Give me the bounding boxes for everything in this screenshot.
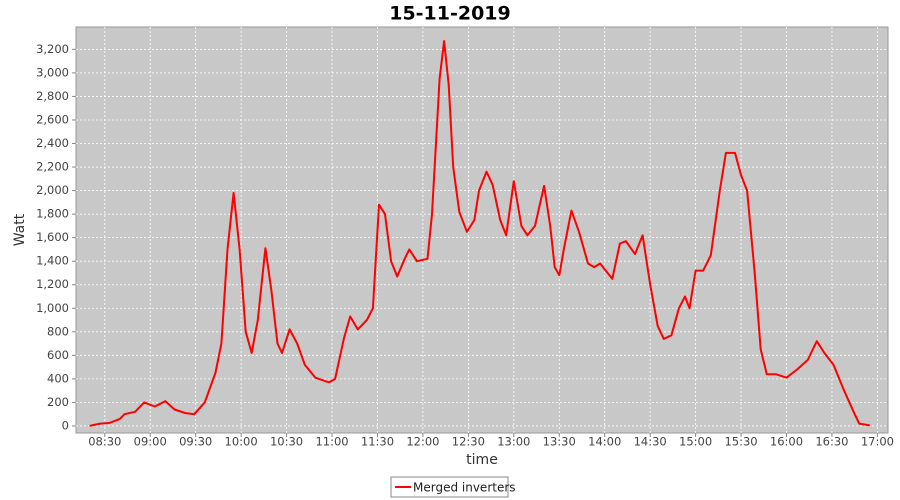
x-tick-label: 13:00 [497, 435, 530, 449]
x-tick-label: 08:30 [88, 435, 121, 449]
y-axis-label: Watt [12, 213, 28, 246]
y-tick-label: 2,000 [36, 183, 69, 197]
x-tick-label: 12:30 [452, 435, 485, 449]
x-tick-label: 15:00 [679, 435, 712, 449]
y-tick-label: 1,000 [36, 301, 69, 315]
x-tick-label: 09:30 [179, 435, 212, 449]
x-tick-label: 14:30 [634, 435, 667, 449]
x-tick-label: 14:00 [588, 435, 621, 449]
legend-box [390, 476, 509, 498]
x-tick-label: 10:00 [225, 435, 258, 449]
y-tick-label: 2,600 [36, 112, 69, 126]
y-tick-label: 400 [47, 371, 69, 385]
x-tick-label: 11:00 [315, 435, 348, 449]
data-line [89, 40, 870, 427]
y-tick-label: 1,800 [36, 207, 69, 221]
y-tick-label: 3,000 [36, 65, 69, 79]
chart-title: 15-11-2019 [389, 3, 511, 25]
x-tick-label: 10:30 [270, 435, 303, 449]
x-tick-label: 09:00 [134, 435, 167, 449]
y-tick-label: 1,600 [36, 230, 69, 244]
x-tick-label: 11:30 [361, 435, 394, 449]
x-tick-label: 12:00 [406, 435, 439, 449]
y-tick-label: 200 [47, 395, 69, 409]
y-tick-label: 2,400 [36, 136, 69, 150]
y-tick-label: 600 [47, 348, 69, 362]
x-tick-label: 16:00 [770, 435, 803, 449]
x-tick-label: 15:30 [724, 435, 757, 449]
x-tick-label: 17:00 [861, 435, 894, 449]
y-tick-label: 2,200 [36, 160, 69, 174]
y-tick-label: 800 [47, 324, 69, 338]
y-tick-label: 1,400 [36, 254, 69, 268]
y-tick-label: 3,200 [36, 42, 69, 56]
plot-area [75, 26, 889, 434]
y-tick-label: 2,800 [36, 89, 69, 103]
x-tick-label: 16:30 [815, 435, 848, 449]
x-axis-label: time [466, 452, 498, 468]
y-tick-label: 1,200 [36, 277, 69, 291]
x-tick-label: 13:30 [543, 435, 576, 449]
legend-label: Merged inverters [413, 481, 516, 495]
y-tick-label: 0 [62, 418, 69, 432]
